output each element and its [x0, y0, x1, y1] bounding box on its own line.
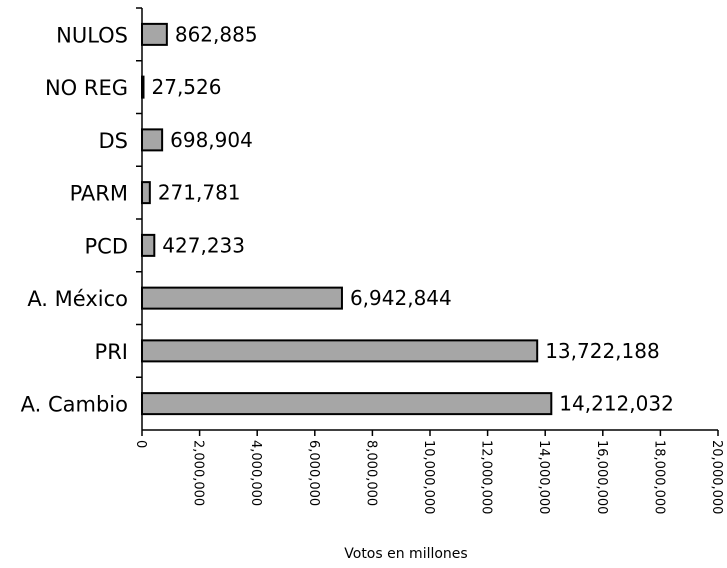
bar	[141, 181, 151, 205]
x-tick-label: 2,000,000	[191, 440, 206, 506]
x-tick-label: 10,000,000	[421, 440, 436, 514]
data-label: 427,233	[162, 233, 245, 257]
bar	[141, 128, 164, 152]
category-labels-group: NULOS NO REG DS PARM PCD A. México PRI A. Cambi…	[21, 23, 128, 416]
x-tick-label: 6,000,000	[306, 440, 321, 506]
x-tick-label: 4,000,000	[248, 440, 263, 506]
x-tick-label: 12,000,000	[479, 440, 494, 514]
data-label: 13,722,188	[545, 339, 660, 363]
x-tick-label: 18,000,000	[651, 440, 666, 514]
category-label: PCD	[85, 234, 129, 258]
x-axis-title: Votos en millones	[344, 546, 467, 562]
bar	[141, 286, 343, 310]
bar	[141, 339, 539, 363]
data-label: 27,526	[152, 75, 222, 99]
bar	[141, 392, 553, 416]
data-label: 6,942,844	[350, 286, 452, 310]
axes-group	[136, 7, 718, 431]
bars-group	[141, 22, 553, 416]
x-tick-label: 8,000,000	[363, 440, 378, 506]
bar	[141, 233, 156, 257]
category-label: PRI	[95, 340, 128, 364]
x-tick-label: 16,000,000	[594, 440, 609, 514]
category-label: NULOS	[56, 23, 128, 47]
category-label: DS	[98, 129, 128, 153]
data-label: 698,904	[170, 128, 253, 152]
x-tick-label: 20,000,000	[709, 440, 724, 514]
x-tick-label: 14,000,000	[536, 440, 551, 514]
x-ticks-group: 0 2,000,000 4,000,000 6,000,000 8,000,000 10,…	[133, 430, 724, 514]
category-label: A. Cambio	[21, 393, 128, 417]
data-label: 271,781	[158, 181, 241, 205]
category-label: PARM	[70, 182, 128, 206]
data-label: 14,212,032	[559, 392, 674, 416]
data-label: 862,885	[175, 22, 258, 46]
value-labels-group: 862,885 27,526 698,904 271,781 427,233 6,942,…	[152, 22, 674, 415]
category-label: A. México	[27, 287, 128, 311]
category-label: NO REG	[45, 76, 128, 100]
x-tick-label: 0	[133, 440, 148, 448]
bar	[141, 22, 168, 46]
